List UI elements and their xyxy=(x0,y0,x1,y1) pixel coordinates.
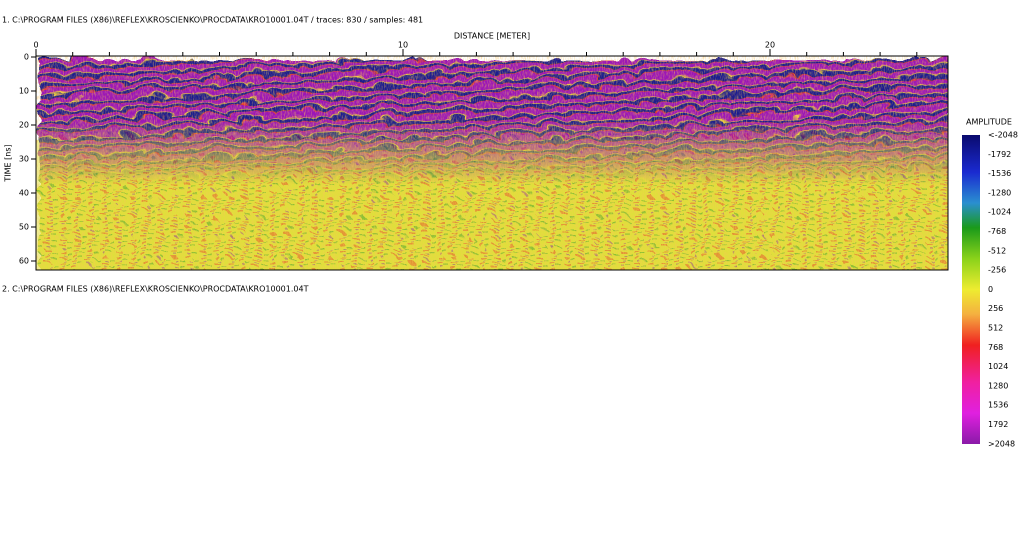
plot-frame xyxy=(35,55,949,271)
y-tick-label: 30 xyxy=(19,155,29,164)
x-tick-label: 10 xyxy=(398,41,408,50)
colorbar-label: 1792 xyxy=(988,420,1008,429)
colorbar-label: 256 xyxy=(988,304,1003,313)
x-tick-label: 20 xyxy=(765,41,775,50)
radargram xyxy=(35,55,949,271)
y-tick-label: 50 xyxy=(19,223,29,232)
colorbar-label: 1024 xyxy=(988,362,1008,371)
colorbar-label: -1536 xyxy=(988,169,1011,178)
colorbar-title: AMPLITUDE xyxy=(966,118,1012,127)
colorbar-label: -512 xyxy=(988,246,1006,255)
x-tick-label: 0 xyxy=(33,41,38,50)
y-tick-label: 0 xyxy=(24,53,29,62)
colorbar-label: 1536 xyxy=(988,401,1008,410)
colorbar-label: -768 xyxy=(988,227,1006,236)
x-ticks: 0 10 20 xyxy=(33,41,918,56)
radargram-noise xyxy=(36,56,948,270)
x-axis-title: DISTANCE [METER] xyxy=(454,32,530,41)
colorbar xyxy=(962,135,980,444)
colorbar-label: -1280 xyxy=(988,188,1011,197)
y-ticks: 0 10 20 30 40 50 60 xyxy=(19,53,36,266)
colorbar-label: <-2048 xyxy=(988,131,1018,140)
colorbar-labels: <-2048 -1792 -1536 -1280 -1024 -768 -512 -256 0 2… xyxy=(988,131,1018,449)
y-tick-label: 10 xyxy=(19,87,29,96)
y-tick-label: 20 xyxy=(19,121,29,130)
y-axis-title: TIME [ns] xyxy=(4,144,13,182)
colorbar-label: -1024 xyxy=(988,208,1011,217)
file-title-1: 1. C:\PROGRAM FILES (X86)\REFLEX\KROSCIE… xyxy=(2,16,423,25)
colorbar-label: 0 xyxy=(988,285,993,294)
colorbar-label: 512 xyxy=(988,324,1003,333)
colorbar-label: -1792 xyxy=(988,150,1011,159)
colorbar-label: -256 xyxy=(988,266,1006,275)
y-tick-label: 60 xyxy=(19,257,29,266)
colorbar-label: 768 xyxy=(988,343,1003,352)
y-tick-label: 40 xyxy=(19,189,29,198)
file-title-2: 2. C:\PROGRAM FILES (X86)\REFLEX\KROSCIE… xyxy=(2,285,309,294)
colorbar-label: >2048 xyxy=(988,439,1015,448)
colorbar-label: 1280 xyxy=(988,381,1008,390)
